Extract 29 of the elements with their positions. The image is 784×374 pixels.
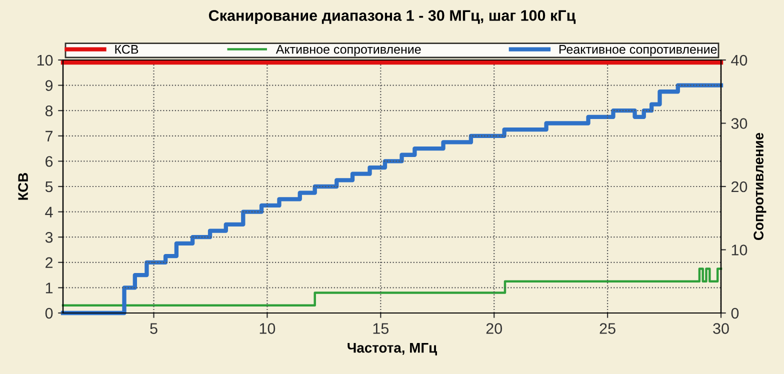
y2-tick-label: 0 — [731, 308, 739, 319]
x-tick-label: 20 — [486, 323, 502, 334]
x-tick-label: 5 — [150, 323, 158, 334]
x-tick-label: 25 — [600, 323, 616, 334]
y2-tick-label: 10 — [732, 244, 748, 256]
y-tick-label: 3 — [45, 232, 53, 243]
x-tick-label: 15 — [373, 323, 389, 334]
y-tick-label: 9 — [46, 80, 53, 91]
y-axis-title: КСВ — [18, 172, 28, 200]
chart-title: Сканирование диапазона 1 - 30 МГц, шаг 100 кГц — [208, 10, 576, 24]
legend-label: КСВ — [115, 44, 138, 54]
y2-tick-label: 30 — [731, 118, 748, 129]
y-tick-label: 7 — [46, 130, 53, 142]
y-tick-label: 1 — [46, 282, 53, 294]
y-tick-label: 4 — [45, 206, 53, 218]
y-tick-label: 0 — [45, 308, 53, 319]
y-tick-label: 8 — [45, 105, 53, 116]
y-tick-label: 2 — [46, 257, 53, 268]
legend-label: Реактивное сопротивление — [559, 45, 717, 56]
y2-tick-label: 40 — [731, 54, 748, 66]
y2-tick-label: 20 — [731, 181, 748, 192]
y-tick-label: 5 — [45, 182, 53, 192]
x-tick-label: 10 — [260, 323, 276, 334]
y2-axis-title: Сопротивление — [754, 132, 766, 240]
y-tick-label: 10 — [37, 54, 53, 66]
x-axis-title: Частота, МГц — [348, 343, 437, 356]
x-tick-label: 30 — [713, 323, 729, 334]
legend-label: Активное сопротивление — [276, 45, 421, 56]
y-tick-label: 6 — [46, 156, 53, 167]
